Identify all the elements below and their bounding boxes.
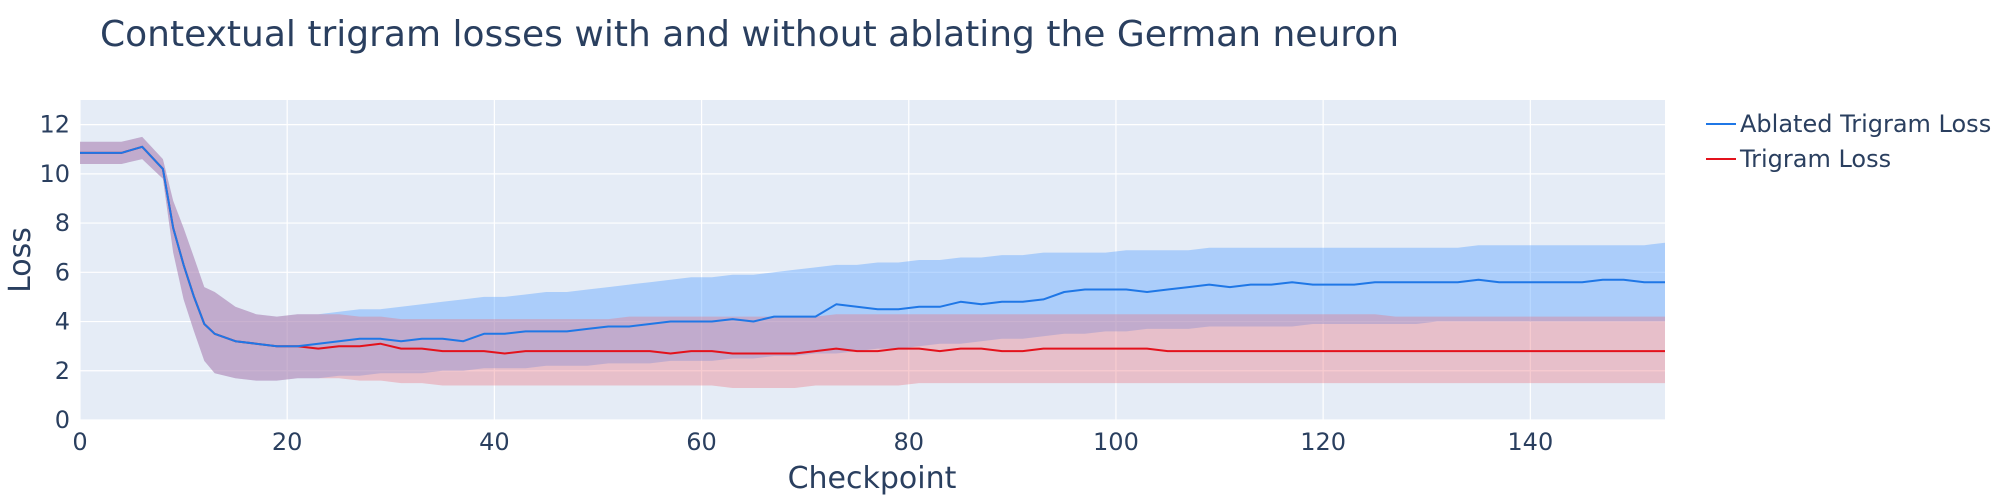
legend-item-ablated-trigram-loss[interactable]: Ablated Trigram Loss (1706, 110, 1991, 138)
y-axis-title: Loss (3, 227, 38, 293)
confidence-bands (80, 136, 1665, 388)
trigram-loss-band (80, 136, 1665, 388)
x-tick-label: 100 (1093, 428, 1139, 456)
ablated-trigram-loss-line (80, 145, 1665, 348)
y-tick-label: 2 (55, 357, 70, 385)
legend-label: Trigram Loss (1739, 145, 1891, 173)
chart-title: Contextual trigram losses with and witho… (100, 14, 1400, 55)
y-tick-label: 10 (39, 160, 70, 188)
y-axis-ticks: 0 2 4 6 8 10 12 (39, 111, 70, 434)
x-tick-label: 60 (686, 428, 717, 456)
ablated-trigram-loss-band (80, 136, 1665, 381)
plot-area (80, 100, 1665, 420)
legend[interactable]: Ablated Trigram Loss Trigram Loss (1706, 110, 1991, 173)
x-tick-label: 80 (893, 428, 924, 456)
x-tick-label: 20 (272, 428, 303, 456)
y-tick-label: 0 (55, 406, 70, 434)
series-lines (80, 145, 1665, 355)
x-axis-ticks: 0 20 40 60 80 100 120 140 (72, 428, 1553, 456)
grid-lines (79, 100, 1665, 421)
y-tick-label: 6 (55, 258, 70, 286)
y-tick-label: 4 (55, 308, 70, 336)
legend-label: Ablated Trigram Loss (1740, 110, 1991, 138)
y-tick-label: 12 (39, 111, 70, 139)
x-tick-label: 40 (479, 428, 510, 456)
x-tick-label: 120 (1300, 428, 1346, 456)
x-tick-label: 0 (72, 428, 87, 456)
x-axis-title: Checkpoint (788, 461, 957, 496)
trigram-loss-line (80, 145, 1665, 355)
x-tick-label: 140 (1507, 428, 1553, 456)
y-tick-label: 8 (55, 209, 70, 237)
legend-item-trigram-loss[interactable]: Trigram Loss (1706, 145, 1891, 173)
